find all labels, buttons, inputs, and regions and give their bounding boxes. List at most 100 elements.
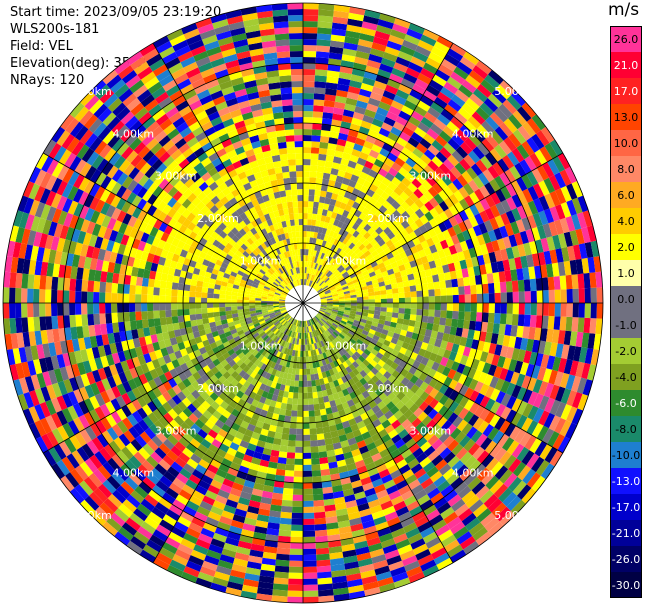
range-gate-cell	[101, 430, 114, 445]
range-gate-cell	[286, 147, 296, 154]
range-gate-cell	[341, 177, 351, 186]
range-gate-cell	[165, 509, 180, 522]
range-gate-cell	[308, 398, 314, 405]
range-gate-cell	[219, 303, 226, 308]
range-gate-cell	[419, 138, 432, 150]
range-gate-cell	[90, 423, 102, 437]
range-gate-cell	[487, 93, 503, 108]
range-gate-cell	[326, 235, 333, 243]
range-gate-cell	[107, 457, 121, 472]
range-gate-cell	[356, 157, 367, 166]
range-gate-cell	[124, 459, 138, 473]
range-gate-cell	[173, 375, 183, 385]
range-gate-cell	[455, 146, 468, 159]
range-gate-cell	[465, 238, 475, 250]
range-gate-cell	[129, 512, 145, 527]
range-gate-cell	[329, 467, 340, 475]
range-gate-cell	[436, 178, 448, 190]
range-gate-cell	[239, 362, 247, 370]
range-gate-cell	[512, 291, 519, 303]
range-gate-cell	[78, 177, 90, 192]
range-gate-cell	[281, 280, 287, 286]
range-gate-cell	[331, 290, 338, 294]
range-gate-cell	[151, 358, 161, 369]
range-gate-cell	[245, 247, 253, 255]
range-gate-cell	[242, 273, 250, 279]
range-gate-cell	[61, 183, 74, 199]
range-gate-cell	[102, 521, 118, 537]
range-gate-cell	[297, 267, 300, 274]
range-gate-cell	[338, 296, 345, 300]
range-gate-cell	[443, 158, 455, 171]
range-gate-cell	[293, 274, 297, 281]
range-gate-cell	[231, 188, 240, 198]
range-gate-cell	[288, 367, 293, 375]
range-gate-cell	[195, 577, 213, 589]
range-gate-cell	[553, 276, 561, 290]
range-gate-cell	[65, 472, 80, 488]
range-gate-cell	[581, 257, 590, 274]
range-gate-cell	[227, 391, 236, 401]
range-gate-cell	[286, 329, 291, 336]
range-gate-cell	[329, 198, 337, 206]
range-gate-cell	[315, 315, 321, 320]
range-gate-cell	[245, 317, 252, 322]
range-gate-cell	[264, 200, 272, 208]
range-gate-cell	[43, 450, 57, 467]
range-gate-cell	[237, 540, 252, 550]
range-gate-cell	[328, 230, 335, 238]
range-gate-cell	[21, 273, 29, 289]
range-gate-cell	[280, 87, 292, 95]
range-gate-cell	[112, 273, 120, 284]
range-gate-cell	[352, 111, 365, 121]
range-gate-cell	[419, 214, 429, 225]
range-gate-cell	[273, 295, 280, 298]
range-gate-cell	[403, 495, 417, 507]
range-gate-cell	[332, 484, 343, 493]
range-gate-cell	[279, 299, 286, 302]
range-gate-cell	[386, 40, 402, 51]
range-gate-cell	[243, 380, 251, 389]
range-gate-cell	[421, 283, 429, 291]
range-gate-cell	[243, 18, 259, 28]
range-gate-cell	[33, 288, 40, 303]
range-gate-cell	[239, 440, 250, 449]
range-gate-cell	[171, 430, 183, 442]
range-gate-cell	[422, 461, 436, 473]
range-gate-cell	[274, 432, 283, 440]
range-gate-cell	[128, 167, 140, 180]
range-gate-cell	[172, 477, 186, 490]
range-gate-cell	[230, 27, 246, 37]
range-gate-cell	[86, 440, 100, 455]
range-gate-cell	[339, 341, 346, 348]
range-gate-cell	[50, 412, 63, 429]
range-gate-cell	[21, 317, 29, 333]
range-gate-cell	[142, 116, 156, 130]
range-gate-cell	[514, 162, 527, 177]
range-gate-cell	[326, 76, 339, 84]
range-gate-cell	[244, 148, 255, 158]
range-gate-cell	[417, 554, 434, 567]
range-gate-cell	[91, 437, 104, 452]
range-gate-cell	[95, 172, 107, 186]
range-gate-cell	[319, 320, 325, 326]
range-gate-cell	[258, 434, 268, 443]
range-gate-cell	[28, 406, 40, 423]
range-gate-cell	[200, 157, 212, 168]
range-gate-cell	[276, 135, 287, 143]
range-gate-cell	[263, 113, 274, 122]
range-gate-cell	[362, 292, 369, 297]
range-gate-cell	[231, 408, 240, 418]
range-gate-cell	[341, 543, 356, 552]
range-gate-cell	[331, 291, 338, 296]
range-gate-cell	[349, 252, 357, 259]
range-gate-cell	[72, 188, 84, 203]
range-gate-cell	[247, 91, 260, 101]
range-gate-cell	[171, 282, 179, 290]
range-gate-cell	[333, 4, 350, 13]
range-gate-cell	[350, 174, 360, 183]
range-gate-cell	[165, 288, 172, 297]
range-gate-cell	[344, 561, 360, 570]
range-gate-cell	[267, 405, 275, 414]
range-gate-cell	[355, 240, 363, 248]
